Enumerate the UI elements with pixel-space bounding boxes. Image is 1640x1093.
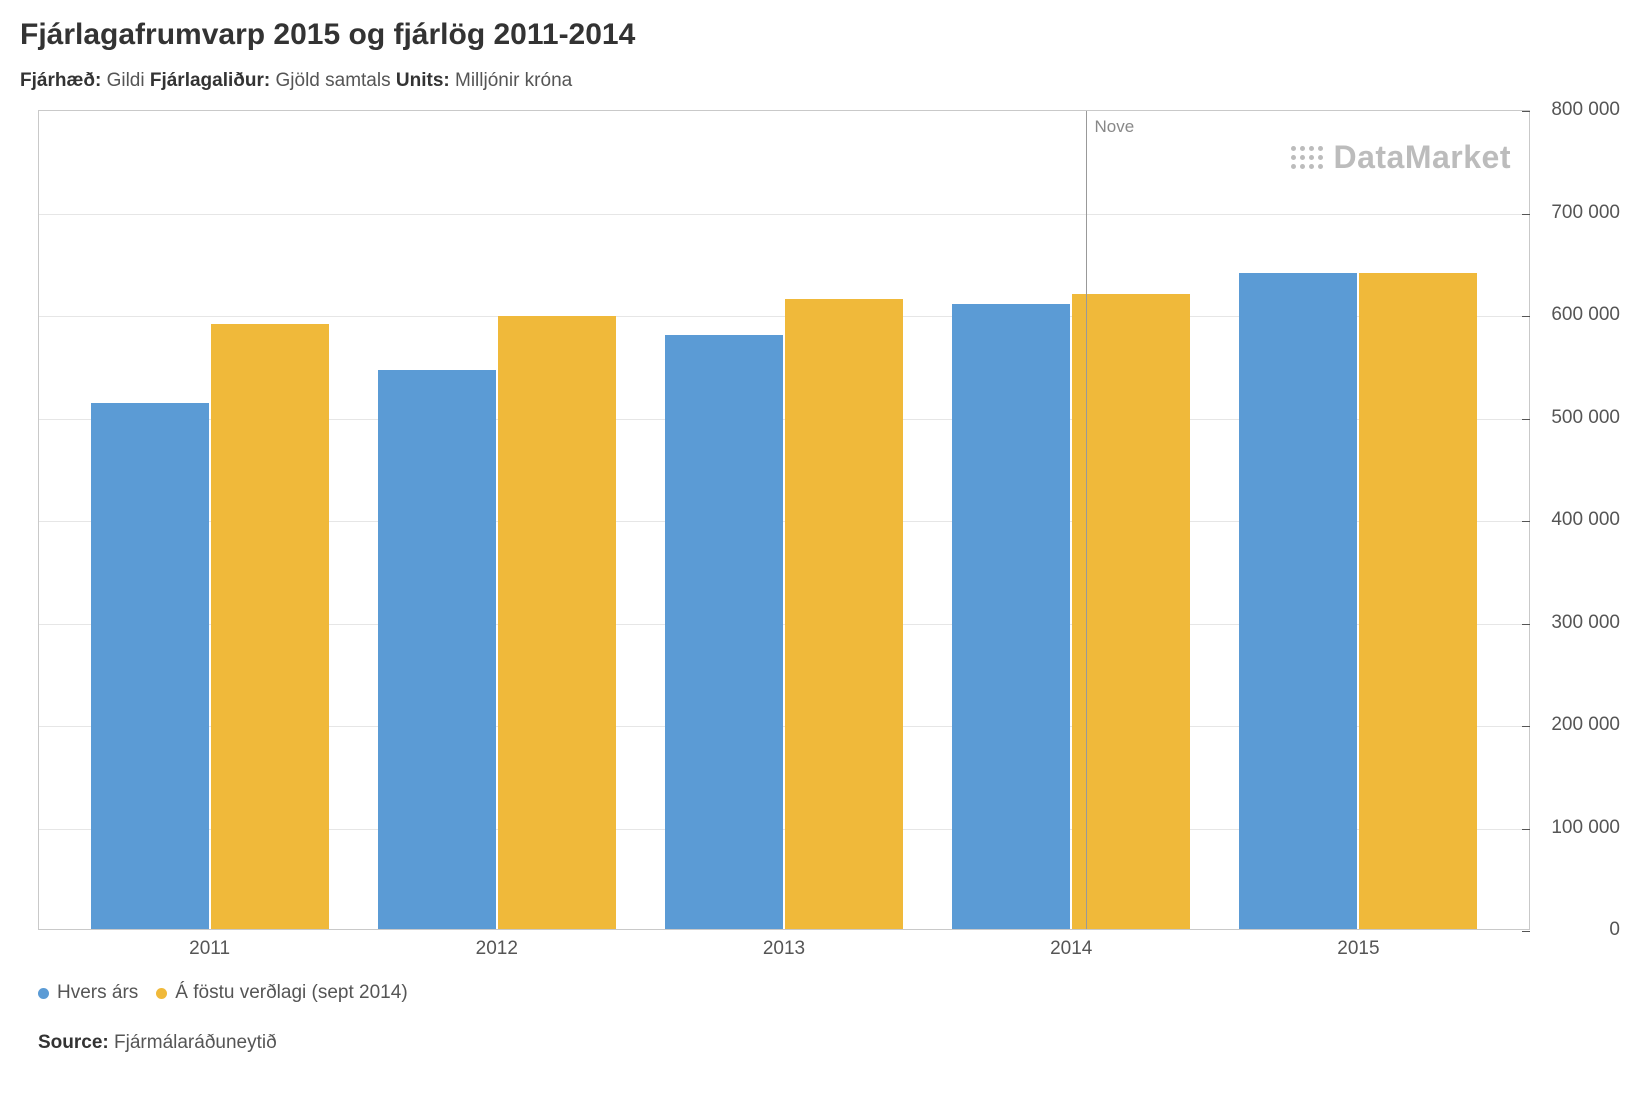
bar-group bbox=[1214, 273, 1501, 929]
y-tick-label: 800 000 bbox=[1551, 99, 1620, 121]
y-tick-label: 0 bbox=[1609, 919, 1620, 941]
chart-container: DataMarket Nove 0 100 000 200 000 300 000 40… bbox=[20, 110, 1620, 960]
subtitle-key-1: Fjárhæð: bbox=[20, 70, 101, 91]
bar-group bbox=[641, 299, 928, 929]
bar-group bbox=[67, 324, 354, 929]
plot-area[interactable]: DataMarket Nove bbox=[38, 110, 1530, 930]
bar[interactable] bbox=[665, 335, 783, 930]
bar[interactable] bbox=[211, 324, 329, 929]
x-tick-label: 2011 bbox=[66, 938, 353, 960]
chart-legend: Hvers árs Á föstu verðlagi (sept 2014) bbox=[38, 982, 1620, 1004]
x-tick-label: 2014 bbox=[928, 938, 1215, 960]
x-tick-label: 2015 bbox=[1215, 938, 1502, 960]
y-tick-label: 400 000 bbox=[1551, 509, 1620, 531]
y-tick-label: 300 000 bbox=[1551, 612, 1620, 634]
bar[interactable] bbox=[952, 304, 1070, 929]
subtitle-key-2: Fjárlagaliður: bbox=[150, 70, 270, 91]
x-tick-label: 2012 bbox=[353, 938, 640, 960]
time-marker-label: Nove bbox=[1094, 117, 1134, 137]
legend-label: Á föstu verðlagi (sept 2014) bbox=[175, 982, 407, 1004]
watermark-text: DataMarket bbox=[1333, 139, 1511, 176]
x-tick-label: 2013 bbox=[640, 938, 927, 960]
y-tick-label: 100 000 bbox=[1551, 817, 1620, 839]
time-marker-line bbox=[1086, 111, 1087, 929]
legend-item[interactable]: Á föstu verðlagi (sept 2014) bbox=[156, 982, 407, 1004]
source-value: Fjármálaráðuneytið bbox=[114, 1032, 277, 1053]
bar[interactable] bbox=[1359, 273, 1477, 929]
bar-group bbox=[354, 316, 641, 929]
y-tick-label: 200 000 bbox=[1551, 714, 1620, 736]
chart-title: Fjárlagafrumvarp 2015 og fjárlög 2011-20… bbox=[20, 18, 1620, 52]
legend-label: Hvers árs bbox=[57, 982, 138, 1004]
bar-group bbox=[927, 294, 1214, 930]
bar[interactable] bbox=[378, 370, 496, 929]
subtitle-val-1: Gildi bbox=[107, 70, 145, 91]
chart-source: Source: Fjármálaráðuneytið bbox=[38, 1032, 1620, 1054]
y-tick-label: 600 000 bbox=[1551, 304, 1620, 326]
y-tick-label: 500 000 bbox=[1551, 407, 1620, 429]
legend-item[interactable]: Hvers árs bbox=[38, 982, 138, 1004]
bar[interactable] bbox=[1072, 294, 1190, 930]
x-axis: 20112012201320142015 bbox=[38, 930, 1530, 960]
bar[interactable] bbox=[785, 299, 903, 929]
subtitle-val-2: Gjöld samtals bbox=[276, 70, 391, 91]
bars-layer bbox=[39, 111, 1529, 929]
datamarket-watermark: DataMarket bbox=[1291, 139, 1511, 176]
chart-subtitle: Fjárhæð: Gildi Fjárlagaliður: Gjöld samt… bbox=[20, 70, 1620, 92]
watermark-dots-icon bbox=[1291, 146, 1323, 169]
subtitle-val-3: Milljónir króna bbox=[455, 70, 572, 91]
legend-swatch-icon bbox=[156, 988, 167, 999]
bar[interactable] bbox=[498, 316, 616, 929]
bar[interactable] bbox=[1239, 273, 1357, 929]
subtitle-key-3: Units: bbox=[396, 70, 450, 91]
source-label: Source: bbox=[38, 1032, 109, 1053]
legend-swatch-icon bbox=[38, 988, 49, 999]
y-axis: 0100 000200 000300 000400 000500 000600 … bbox=[1534, 110, 1620, 930]
bar[interactable] bbox=[91, 403, 209, 929]
y-tick-label: 700 000 bbox=[1551, 202, 1620, 224]
